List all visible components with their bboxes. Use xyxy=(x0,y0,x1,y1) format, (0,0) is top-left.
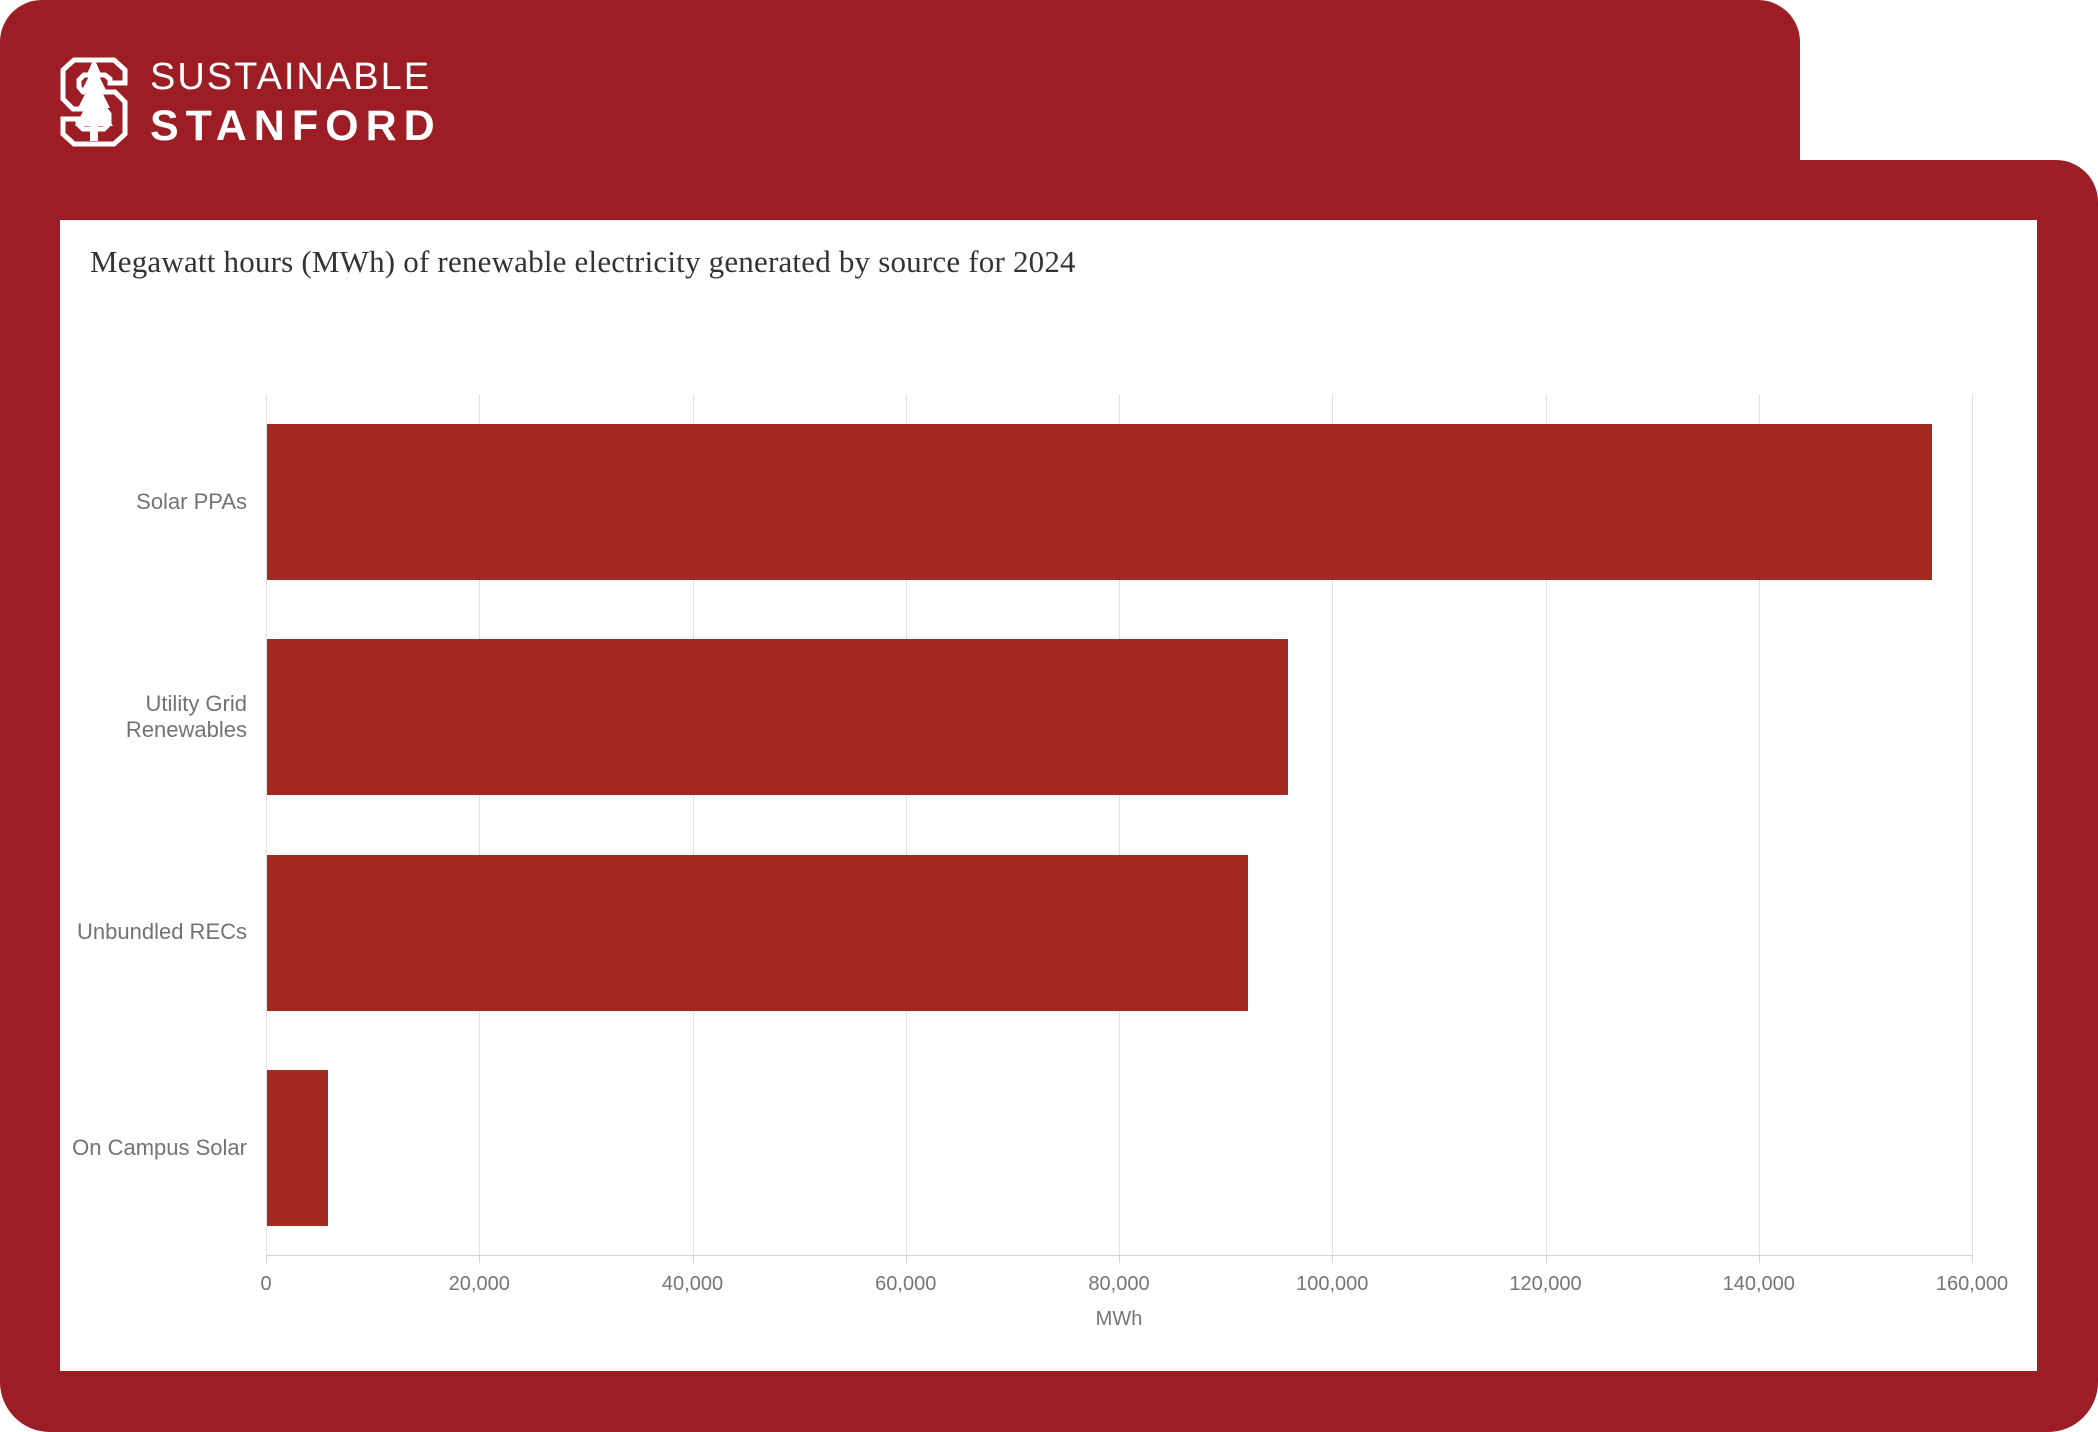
axis-tick xyxy=(905,1255,907,1263)
gridline xyxy=(1119,394,1120,1255)
x-tick-label: 160,000 xyxy=(1935,1273,2009,1295)
gridline xyxy=(1972,394,1973,1255)
bar-utility-grid-renewables[interactable] xyxy=(267,639,1289,796)
brand-line-sustainable: SUSTAINABLE xyxy=(150,56,432,98)
axis-tick xyxy=(692,1255,694,1263)
stanford-s-tree-icon xyxy=(60,57,128,147)
gridline xyxy=(266,394,267,1255)
axis-tick xyxy=(266,1255,267,1263)
axis-tick xyxy=(1758,1255,1760,1263)
gridline xyxy=(1545,394,1547,1255)
axis-tick xyxy=(1972,1255,1973,1263)
bar-unbundled-recs[interactable] xyxy=(267,854,1248,1011)
axis-tick xyxy=(1332,1255,1334,1263)
x-tick-label: 80,000 xyxy=(1088,1273,1150,1295)
brand-line-stanford: STANFORD xyxy=(150,102,442,150)
x-tick-label: 40,000 xyxy=(661,1273,724,1295)
x-tick-label: 100,000 xyxy=(1296,1273,1369,1295)
category-label: On Campus Solar xyxy=(72,1134,247,1160)
x-axis-title: MWh xyxy=(1095,1308,1143,1330)
gridline xyxy=(479,394,481,1255)
x-tick-label: 140,000 xyxy=(1722,1273,1795,1295)
axis-tick xyxy=(479,1255,481,1263)
category-label: Unbundled RECs xyxy=(77,919,247,945)
x-tick-label: 120,000 xyxy=(1509,1273,1582,1295)
category-label: Utility Grid Renewables xyxy=(125,691,247,743)
x-tick-label: 20,000 xyxy=(448,1273,510,1295)
chart-card xyxy=(60,220,2037,1371)
x-axis-line xyxy=(266,1255,1972,1256)
bar-on-campus-solar[interactable] xyxy=(267,1069,328,1226)
x-tick-label: 60,000 xyxy=(875,1273,937,1295)
x-tick-label: 0 xyxy=(260,1273,272,1295)
gridline xyxy=(1758,394,1760,1255)
gridline xyxy=(1332,394,1334,1255)
axis-tick xyxy=(1545,1255,1547,1263)
brand-wordmark: SUSTAINABLE STANFORD xyxy=(150,58,442,148)
bar-solar-ppas[interactable] xyxy=(267,423,1933,580)
gridline xyxy=(905,394,907,1255)
axis-tick xyxy=(1119,1255,1120,1263)
chart-title: Megawatt hours (MWh) of renewable electr… xyxy=(90,244,1076,279)
gridline xyxy=(692,394,694,1255)
category-label: Solar PPAs xyxy=(136,488,247,514)
